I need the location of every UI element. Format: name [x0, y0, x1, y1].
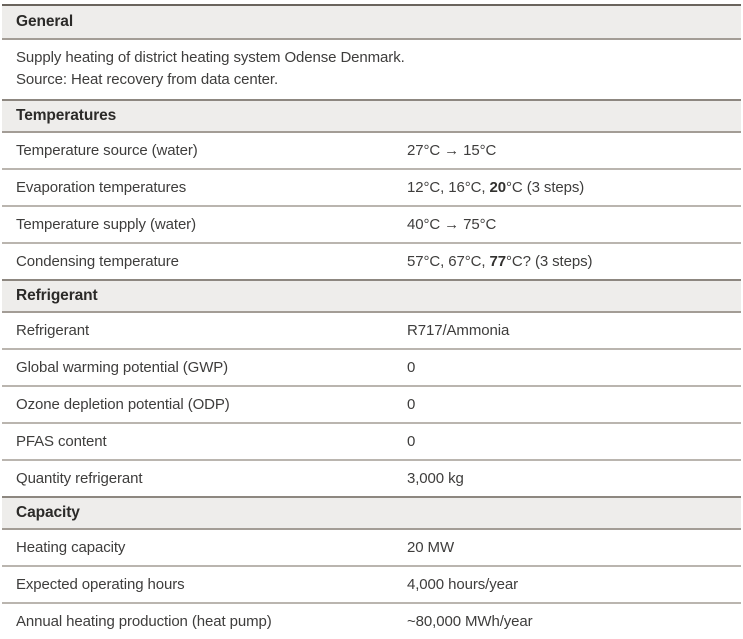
section-rows: Refrigerant R717/Ammonia Global warming po… [2, 313, 741, 496]
section-text-block: Supply heating of district heating syste… [2, 40, 741, 99]
row-label: Temperature supply (water) [16, 216, 196, 233]
section-rows: Heating capacity 20 MW Expected operating … [2, 530, 741, 639]
row-label: Annual heating production (heat pump) [16, 613, 272, 630]
spec-table: General Supply heating of district heatin… [2, 4, 741, 639]
row-value-segment: ~80,000 MWh/year [407, 613, 533, 630]
row-label: Quantity refrigerant [16, 470, 143, 487]
row-value-segment: 77 [489, 253, 507, 270]
row-value: 12°C, 16°C, 20°C (3 steps) [407, 179, 741, 196]
section-capacity: Capacity Heating capacity 20 MW Expected op… [2, 496, 741, 639]
table-row: Temperature source (water) 27°C → 15°C [2, 133, 741, 168]
row-value-segment: 27°C → 15°C [407, 142, 497, 159]
row-value: 3,000 kg [407, 470, 741, 487]
section-rows: Temperature source (water) 27°C → 15°C Eva… [2, 133, 741, 279]
row-value-segment: 0 [407, 433, 416, 450]
row-label: Global warming potential (GWP) [16, 359, 229, 376]
table-row: Temperature supply (water) 40°C → 75°C [2, 205, 741, 242]
table-row: Quantity refrigerant 3,000 kg [2, 459, 741, 496]
row-label: PFAS content [16, 433, 107, 450]
text-line: Supply heating of district heating syste… [16, 49, 405, 66]
row-value: 0 [407, 433, 741, 450]
table-row: Global warming potential (GWP) 0 [2, 348, 741, 385]
row-value-segment: 20 [489, 179, 507, 196]
row-value-segment: R717/Ammonia [407, 322, 510, 339]
row-value: R717/Ammonia [407, 322, 741, 339]
row-value-segment: 0 [407, 396, 416, 413]
table-row: Expected operating hours 4,000 hours/year [2, 565, 741, 602]
table-row: Condensing temperature 57°C, 67°C, 77°C? … [2, 242, 741, 279]
row-label: Expected operating hours [16, 576, 185, 593]
row-value-segment: 57°C, 67°C, [407, 253, 490, 270]
table-row: Annual heating production (heat pump) ~80… [2, 602, 741, 639]
row-value: 40°C → 75°C [407, 216, 741, 233]
row-value: 4,000 hours/year [407, 576, 741, 593]
row-value: 0 [407, 359, 741, 376]
row-value-segment: 12°C, 16°C, [407, 179, 490, 196]
section-header-general: General [2, 6, 741, 40]
table-row: Heating capacity 20 MW [2, 530, 741, 565]
row-label: Heating capacity [16, 539, 126, 556]
table-row: Evaporation temperatures 12°C, 16°C, 20°C… [2, 168, 741, 205]
row-value: 57°C, 67°C, 77°C? (3 steps) [407, 253, 741, 270]
row-label: Temperature source (water) [16, 142, 198, 159]
row-label: Condensing temperature [16, 253, 179, 270]
row-value-segment: 4,000 hours/year [407, 576, 518, 593]
row-value-segment: 3,000 kg [407, 470, 464, 487]
table-row: PFAS content 0 [2, 422, 741, 459]
row-value: 0 [407, 396, 741, 413]
row-value-segment: 40°C → 75°C [407, 216, 497, 233]
row-value: 27°C → 15°C [407, 142, 741, 159]
text-line: Source: Heat recovery from data center. [16, 71, 279, 88]
row-label: Refrigerant [16, 322, 90, 339]
section-refrigerant: Refrigerant Refrigerant R717/Ammonia Global… [2, 279, 741, 496]
table-row: Ozone depletion potential (ODP) 0 [2, 385, 741, 422]
row-value: ~80,000 MWh/year [407, 613, 741, 630]
section-header-temperatures: Temperatures [2, 99, 741, 133]
row-value: 20 MW [407, 539, 741, 556]
table-row: Refrigerant R717/Ammonia [2, 313, 741, 348]
section-header-capacity: Capacity [2, 496, 741, 530]
section-general: General Supply heating of district heatin… [2, 6, 741, 99]
section-header-refrigerant: Refrigerant [2, 279, 741, 313]
section-temperatures: Temperatures Temperature source (water) 27… [2, 99, 741, 279]
row-value-segment: °C (3 steps) [506, 179, 585, 196]
row-label: Ozone depletion potential (ODP) [16, 396, 230, 413]
row-label: Evaporation temperatures [16, 179, 187, 196]
row-value-segment: °C? (3 steps) [506, 253, 593, 270]
row-value-segment: 20 MW [407, 539, 455, 556]
row-value-segment: 0 [407, 359, 416, 376]
